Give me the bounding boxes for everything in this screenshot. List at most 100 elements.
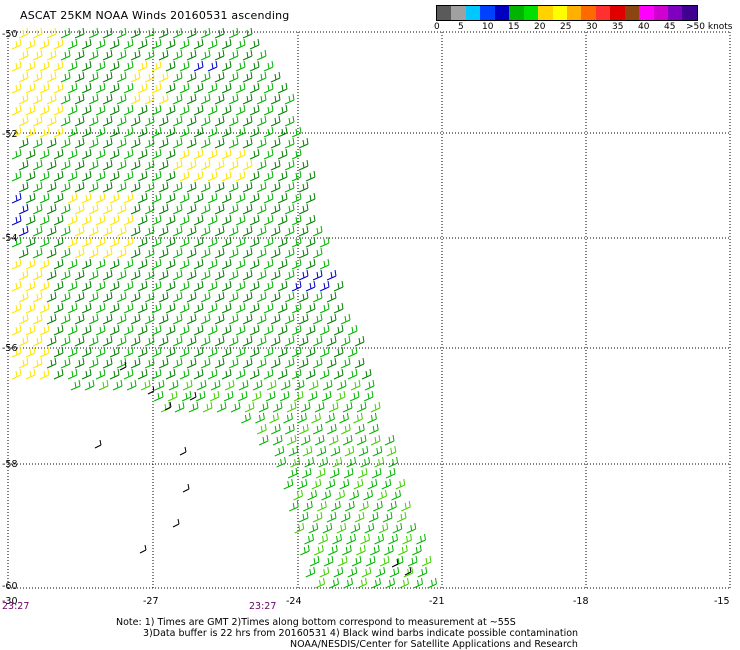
wind-barb: [286, 401, 297, 413]
wind-barb: [81, 38, 92, 50]
wind-barb: [284, 335, 295, 347]
wind-barb: [356, 544, 366, 556]
wind-barb: [109, 258, 120, 270]
wind-barb: [116, 93, 127, 105]
wind-barb: [186, 181, 197, 193]
lon-tick-label: -15: [714, 596, 730, 607]
wind-barb: [102, 159, 113, 171]
wind-barb: [168, 379, 179, 391]
wind-barb: [46, 203, 57, 215]
wind-barb: [416, 533, 426, 545]
wind-barb: [88, 203, 99, 215]
colorbar-swatch: [437, 6, 452, 20]
wind-barb: [67, 280, 78, 292]
wind-barb: [293, 390, 304, 402]
wind-barb: [200, 269, 211, 281]
wind-barb: [109, 60, 120, 72]
wind-barb: [46, 291, 57, 303]
wind-barb: [137, 368, 148, 380]
wind-barb: [193, 38, 204, 50]
wind-barb: [258, 401, 269, 413]
wind-barb: [214, 335, 225, 347]
wind-barb: [95, 258, 106, 270]
wind-barb: [172, 313, 183, 325]
wind-barb: [242, 335, 253, 347]
wind-barb: [214, 159, 225, 171]
wind-barb: [137, 38, 148, 50]
wind-barb: [88, 247, 99, 259]
wind-barb: [302, 445, 313, 457]
wind-barb: [88, 181, 99, 193]
wind-barb: [300, 544, 310, 556]
wind-barb: [237, 390, 248, 402]
wind-barb: [263, 214, 274, 226]
wind-barb: [193, 324, 204, 336]
wind-barb: [256, 137, 267, 149]
wind-barb: [53, 346, 64, 358]
wind-barb: [53, 302, 64, 314]
wind-barb: [186, 159, 197, 171]
wind-barb: [379, 555, 390, 567]
wind-barb: [32, 49, 43, 61]
wind-barb: [102, 313, 113, 325]
wind-barb: [165, 60, 176, 72]
wind-barb: [256, 93, 267, 105]
wind-barb: [235, 126, 246, 138]
wind-barb: [102, 71, 113, 83]
wind-barb: [60, 159, 71, 171]
wind-barb: [294, 379, 305, 391]
wind-barb: [256, 115, 267, 127]
wind-barb: [249, 302, 260, 314]
wind-barb: [311, 478, 322, 490]
wind-barb: [263, 346, 274, 358]
wind-barb: [81, 192, 92, 204]
wind-barb: [340, 357, 351, 369]
wind-barb: [326, 511, 337, 523]
wind-barb: [356, 434, 367, 446]
wind-barb: [158, 203, 169, 215]
wind-barb: [343, 577, 353, 589]
wind-barb: [102, 115, 113, 127]
wind-barb: [291, 214, 302, 226]
wind-barb: [351, 555, 362, 567]
wind-barb: [32, 247, 43, 259]
wind-barb: [214, 49, 225, 61]
wind-barb: [95, 280, 106, 292]
wind-barb: [303, 500, 313, 512]
wind-barb: [74, 27, 85, 39]
wind-barb: [116, 49, 127, 61]
wind-barb: [349, 489, 359, 501]
wind-barb: [249, 346, 260, 358]
wind-barb: [165, 170, 176, 182]
wind-barb: [179, 60, 190, 72]
wind-barb: [298, 247, 309, 259]
wind-barb: [326, 291, 337, 303]
wind-barb: [151, 148, 162, 160]
wind-barb: [179, 126, 190, 138]
wind-barb: [242, 49, 253, 61]
wind-barb: [193, 236, 204, 248]
wind-barb: [144, 27, 155, 39]
colorbar-swatch: [595, 6, 611, 20]
wind-barb: [144, 71, 155, 83]
wind-barb: [18, 181, 29, 193]
wind-barb: [39, 214, 50, 226]
wind-barb: [181, 390, 192, 402]
wind-barb: [60, 313, 71, 325]
wind-barb: [179, 258, 190, 270]
wind-barb: [74, 225, 85, 237]
contaminated-wind-barb: [119, 361, 127, 371]
wind-barb: [235, 324, 246, 336]
wind-barb: [207, 170, 218, 182]
contaminated-wind-barb: [182, 483, 190, 493]
wind-barb: [392, 522, 403, 534]
wind-barb: [11, 302, 22, 314]
wind-barb: [371, 577, 381, 589]
wind-barb: [242, 27, 253, 39]
wind-barb: [235, 214, 246, 226]
wind-barb: [151, 82, 162, 94]
time-label: 23:27: [2, 601, 29, 612]
wind-barb: [284, 313, 295, 325]
wind-barb: [398, 544, 408, 556]
wind-barb: [337, 555, 348, 567]
